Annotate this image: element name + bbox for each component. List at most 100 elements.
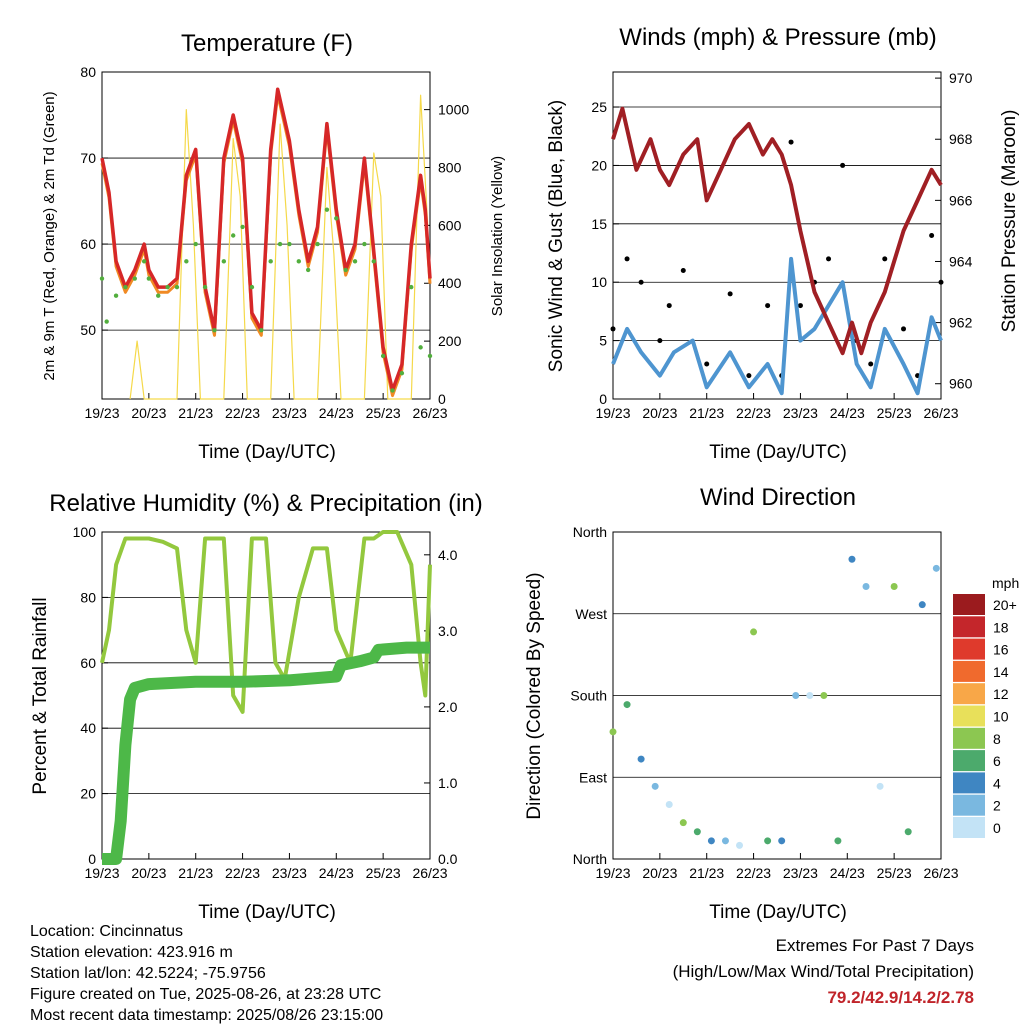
td-point xyxy=(99,276,105,281)
direction-point xyxy=(890,583,898,590)
gust-point xyxy=(938,279,944,285)
legend-title: mph xyxy=(992,575,1019,591)
y-tick-label: 40 xyxy=(80,720,96,736)
solar-line xyxy=(129,94,429,400)
direction-point xyxy=(721,837,729,845)
y2-tick-label: 960 xyxy=(949,376,973,392)
y2-tick-label: 600 xyxy=(438,217,462,233)
legend-label: 6 xyxy=(993,753,1001,769)
legend-swatch xyxy=(953,705,985,727)
x-tick-label: 19/23 xyxy=(595,865,630,881)
td-point xyxy=(249,284,255,290)
extremes-title: Extremes For Past 7 Days xyxy=(775,936,974,955)
temperature-y2label: Solar Insolation (Yellow) xyxy=(489,156,506,316)
winds-xlabel: Time (Day/UTC) xyxy=(709,442,847,463)
legend-swatch xyxy=(953,616,985,638)
legend-label: 14 xyxy=(993,664,1009,680)
td-point xyxy=(123,284,128,290)
y2-tick-label: 962 xyxy=(949,315,973,331)
created-text: Figure created on Tue, 2025-08-26, at 23… xyxy=(30,986,382,1003)
direction-point xyxy=(792,692,800,699)
gust-point xyxy=(610,326,616,332)
x-tick-label: 25/23 xyxy=(877,865,912,881)
x-tick-label: 21/23 xyxy=(689,405,724,421)
winds-ylabel: Sonic Wind & Gust (Blue, Black) xyxy=(546,100,567,372)
legend-label: 0 xyxy=(993,820,1001,836)
y2-tick-label: 400 xyxy=(438,275,462,291)
legend-label: 16 xyxy=(993,642,1009,658)
location-text: Location: Cincinnatus xyxy=(30,923,183,940)
x-tick-label: 20/23 xyxy=(131,405,166,421)
y-tick-label: 25 xyxy=(591,99,607,115)
td-point xyxy=(380,353,386,359)
td-point xyxy=(240,224,245,230)
td-point xyxy=(324,207,330,212)
td-point xyxy=(427,353,433,359)
rh-line xyxy=(100,530,432,714)
x-tick-label: 22/23 xyxy=(225,865,260,881)
td-point xyxy=(277,241,283,247)
direction-point xyxy=(778,837,786,845)
gust-point xyxy=(882,256,888,262)
gust-point xyxy=(666,303,672,309)
precip-line xyxy=(102,641,430,865)
direction-point xyxy=(707,837,715,845)
x-tick-label: 24/23 xyxy=(830,405,865,421)
extremes-subtitle: (High/Low/Max Wind/Total Precipitation) xyxy=(672,962,974,981)
td-point xyxy=(184,259,189,264)
y2-tick-label: 800 xyxy=(438,159,462,175)
td-point xyxy=(334,216,339,221)
direction-point xyxy=(820,692,828,699)
x-tick-label: 23/23 xyxy=(272,865,307,881)
humidity-frame xyxy=(101,531,431,860)
gust-point xyxy=(727,291,733,297)
legend-label: 8 xyxy=(993,731,1001,747)
x-tick-label: 22/23 xyxy=(736,405,771,421)
gust-point xyxy=(840,162,846,168)
wind-line xyxy=(611,256,943,396)
x-tick-label: 23/23 xyxy=(272,405,307,421)
direction-axes: 19/23 20/23 21/23 22/23 23/23 24/23 25/23 26/23… xyxy=(570,524,958,881)
y2-tick-label: 0 xyxy=(438,391,446,407)
y-tick-label: 60 xyxy=(80,236,96,252)
td-point xyxy=(305,267,311,273)
td-point xyxy=(399,370,405,376)
y-tick-label: 15 xyxy=(591,216,607,232)
gust-point xyxy=(797,303,803,309)
y-tick-label: 10 xyxy=(591,274,607,290)
temperature-xlabel: Time (Day/UTC) xyxy=(198,442,336,463)
td-point xyxy=(141,259,147,264)
y-tick-label: North xyxy=(573,851,607,867)
y-tick-label: 60 xyxy=(80,655,96,671)
td-point xyxy=(146,276,152,281)
y2-tick-label: 968 xyxy=(949,131,973,147)
x-tick-label: 26/23 xyxy=(412,865,447,881)
y2-tick-label: 200 xyxy=(438,333,462,349)
humidity-title: Relative Humidity (%) & Precipitation (i… xyxy=(49,490,482,517)
y-tick-label: 0 xyxy=(88,851,96,867)
x-tick-label: 20/23 xyxy=(131,865,166,881)
legend-swatch xyxy=(953,817,985,838)
temperature-title: Temperature (F) xyxy=(181,30,353,57)
y2-tick-label: 1.0 xyxy=(438,775,458,791)
direction-point xyxy=(806,692,814,699)
td-point xyxy=(287,241,292,247)
td-point xyxy=(343,267,348,273)
y-tick-label: 80 xyxy=(80,64,96,80)
td-point xyxy=(202,284,208,290)
x-tick-label: 21/23 xyxy=(178,865,213,881)
extremes-box: Extremes For Past 7 Days (High/Low/Max W… xyxy=(673,933,974,1011)
td-point xyxy=(212,327,217,333)
direction-point xyxy=(862,583,870,590)
y2-tick-label: 970 xyxy=(949,70,973,86)
y-tick-label: 80 xyxy=(80,589,96,605)
direction-point xyxy=(623,701,631,709)
gust-point xyxy=(765,303,771,309)
x-tick-label: 20/23 xyxy=(642,405,677,421)
gust-point xyxy=(638,279,644,285)
humidity-xlabel: Time (Day/UTC) xyxy=(198,902,336,923)
y2-tick-label: 966 xyxy=(949,192,973,208)
td-point xyxy=(132,276,137,281)
pressure-line xyxy=(611,106,943,356)
y-tick-label: 70 xyxy=(80,150,96,166)
